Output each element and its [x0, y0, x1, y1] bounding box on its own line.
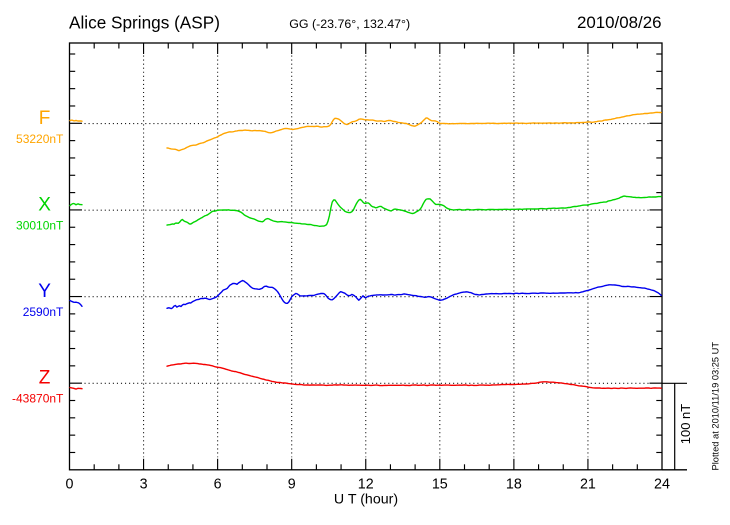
svg-text:F: F	[39, 108, 51, 129]
svg-text:53220nT: 53220nT	[16, 132, 64, 146]
svg-text:15: 15	[432, 476, 448, 492]
svg-text:24: 24	[654, 476, 670, 492]
svg-text:9: 9	[288, 476, 296, 492]
svg-text:6: 6	[214, 476, 222, 492]
svg-text:30010nT: 30010nT	[16, 219, 64, 233]
svg-text:GG (-23.76°, 132.47°): GG (-23.76°, 132.47°)	[289, 17, 410, 31]
svg-text:18: 18	[506, 476, 522, 492]
svg-text:0: 0	[66, 476, 74, 492]
svg-text:21: 21	[580, 476, 596, 492]
svg-text:-43870nT: -43870nT	[12, 392, 64, 406]
svg-text:2590nT: 2590nT	[23, 305, 64, 319]
svg-text:Z: Z	[39, 368, 51, 389]
svg-text:3: 3	[140, 476, 148, 492]
svg-text:Y: Y	[38, 281, 51, 302]
svg-text:100 nT: 100 nT	[678, 404, 693, 445]
svg-text:Plotted at 2010/11/19 03:25 UT: Plotted at 2010/11/19 03:25 UT	[711, 342, 721, 471]
svg-text:Alice Springs (ASP): Alice Springs (ASP)	[69, 12, 220, 32]
svg-text:U T (hour): U T (hour)	[334, 492, 398, 508]
svg-text:X: X	[38, 195, 51, 216]
svg-text:2010/08/26: 2010/08/26	[577, 13, 662, 32]
svg-text:12: 12	[358, 476, 374, 492]
